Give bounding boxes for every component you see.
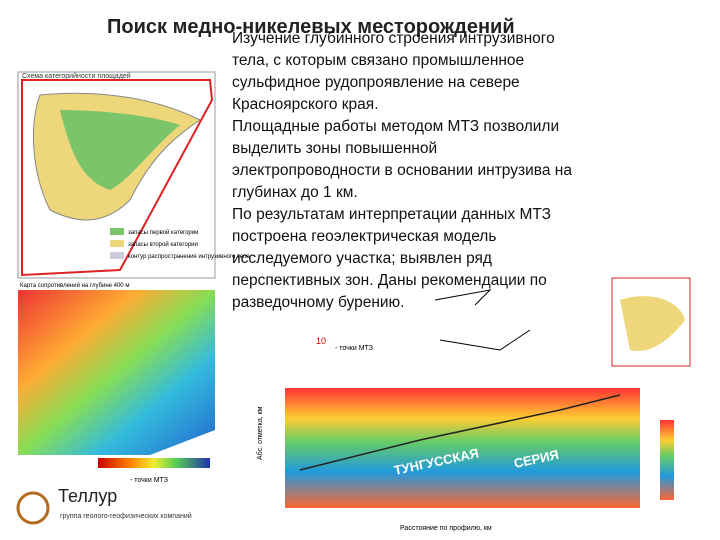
title: Поиск медно-никелевых месторождений [107,16,515,38]
logo-icon [16,491,50,525]
scheme-core [60,110,180,190]
legend-swatch [110,240,124,247]
color-bar [98,458,210,468]
scheme-title: Схема категорийности площадей [22,72,131,80]
body-line: электропроводности в основании интрузива… [232,162,572,179]
mini-area [620,296,685,351]
body-line: Изучение глубинного строения интрузивног… [232,30,555,47]
map-title: Карта сопротивлений на глубине 400 м [20,282,129,289]
body-line: сульфидное рудопроявление на севере [232,74,520,91]
point-number: 10 [316,336,326,346]
body-line: построена геоэлектрическая модель [232,228,497,245]
body-line: выделить зоны повышенной [232,140,438,157]
body-line: глубинах до 1 км. [232,184,358,201]
resistivity-map [18,290,215,455]
legend-label: запасы первой категории [128,229,198,236]
legend-label: контур распространения интрузивного тела [128,254,250,260]
body-line: Красноярского края. [232,96,379,113]
scheme-border [21,79,214,277]
body-line: Площадные работы методом МТЗ позволили [232,118,560,135]
legend-swatch [110,228,124,235]
legend-label: запасы второй категории [128,241,198,248]
section-color-bar [660,420,674,500]
body-line: перспективных зон. Даны рекомендации по [232,272,547,289]
body-line: разведочному бурению. [232,294,405,311]
legend-swatch [110,252,124,259]
logo-name: Теллур [58,486,117,506]
points-label: - точки МТЗ [130,477,168,484]
y-axis-label: Абс. отметка, км [256,406,264,460]
logo-subtitle: группа геолого-геофизических компаний [60,512,192,520]
sketch-lines [434,289,531,351]
x-axis-label: Расстояние по профилю, км [400,525,492,532]
section-line [299,394,621,471]
body-line: тела, с которым связано промышленное [232,52,525,69]
points-label: - точки МТЗ [335,345,373,352]
body-line: По результатам интерпретации данных МТЗ [232,206,552,223]
section [285,388,640,508]
body-line: исследуемого участка; выявлен ряд [232,250,492,267]
